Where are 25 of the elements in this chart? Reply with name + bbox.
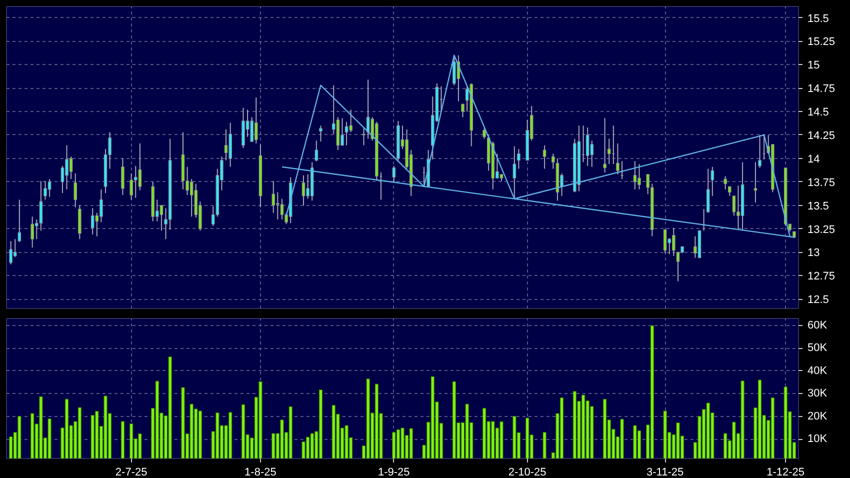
y-tick-label: 13.75 — [808, 176, 836, 189]
x-tick-label: 2-10-25 — [508, 466, 546, 478]
x-tick-label: 1-9-25 — [378, 466, 410, 478]
y-tick-label: 40K — [808, 364, 828, 377]
y-tick-label: 14.25 — [808, 130, 836, 142]
y-tick-label: 15.25 — [808, 36, 836, 48]
y-tick-label: 60K — [808, 319, 828, 332]
y-tick-label: 12.5 — [808, 294, 829, 306]
x-tick-label: 1-12-25 — [766, 466, 805, 478]
x-tick-label: 3-11-25 — [646, 466, 684, 478]
y-tick-label: 20K — [808, 410, 828, 422]
y-tick-label: 12.75 — [808, 270, 836, 283]
y-tick-label: 13.5 — [808, 200, 829, 212]
y-tick-label: 15.5 — [808, 12, 829, 25]
y-tick-label: 14.75 — [808, 83, 836, 96]
y-tick-label: 14.5 — [808, 106, 829, 119]
y-tick-label: 13 — [808, 247, 820, 260]
y-tick-label: 13.25 — [808, 224, 836, 236]
y-tick-label: 14 — [808, 153, 820, 166]
y-tick-label: 15 — [808, 60, 820, 72]
y-tick-label: 50K — [808, 342, 828, 354]
y-tick-label: 30K — [808, 388, 828, 400]
y-tick-label: 10K — [808, 433, 828, 446]
x-tick-label: 2-7-25 — [115, 466, 148, 478]
x-tick-label: 1-8-25 — [244, 466, 276, 478]
